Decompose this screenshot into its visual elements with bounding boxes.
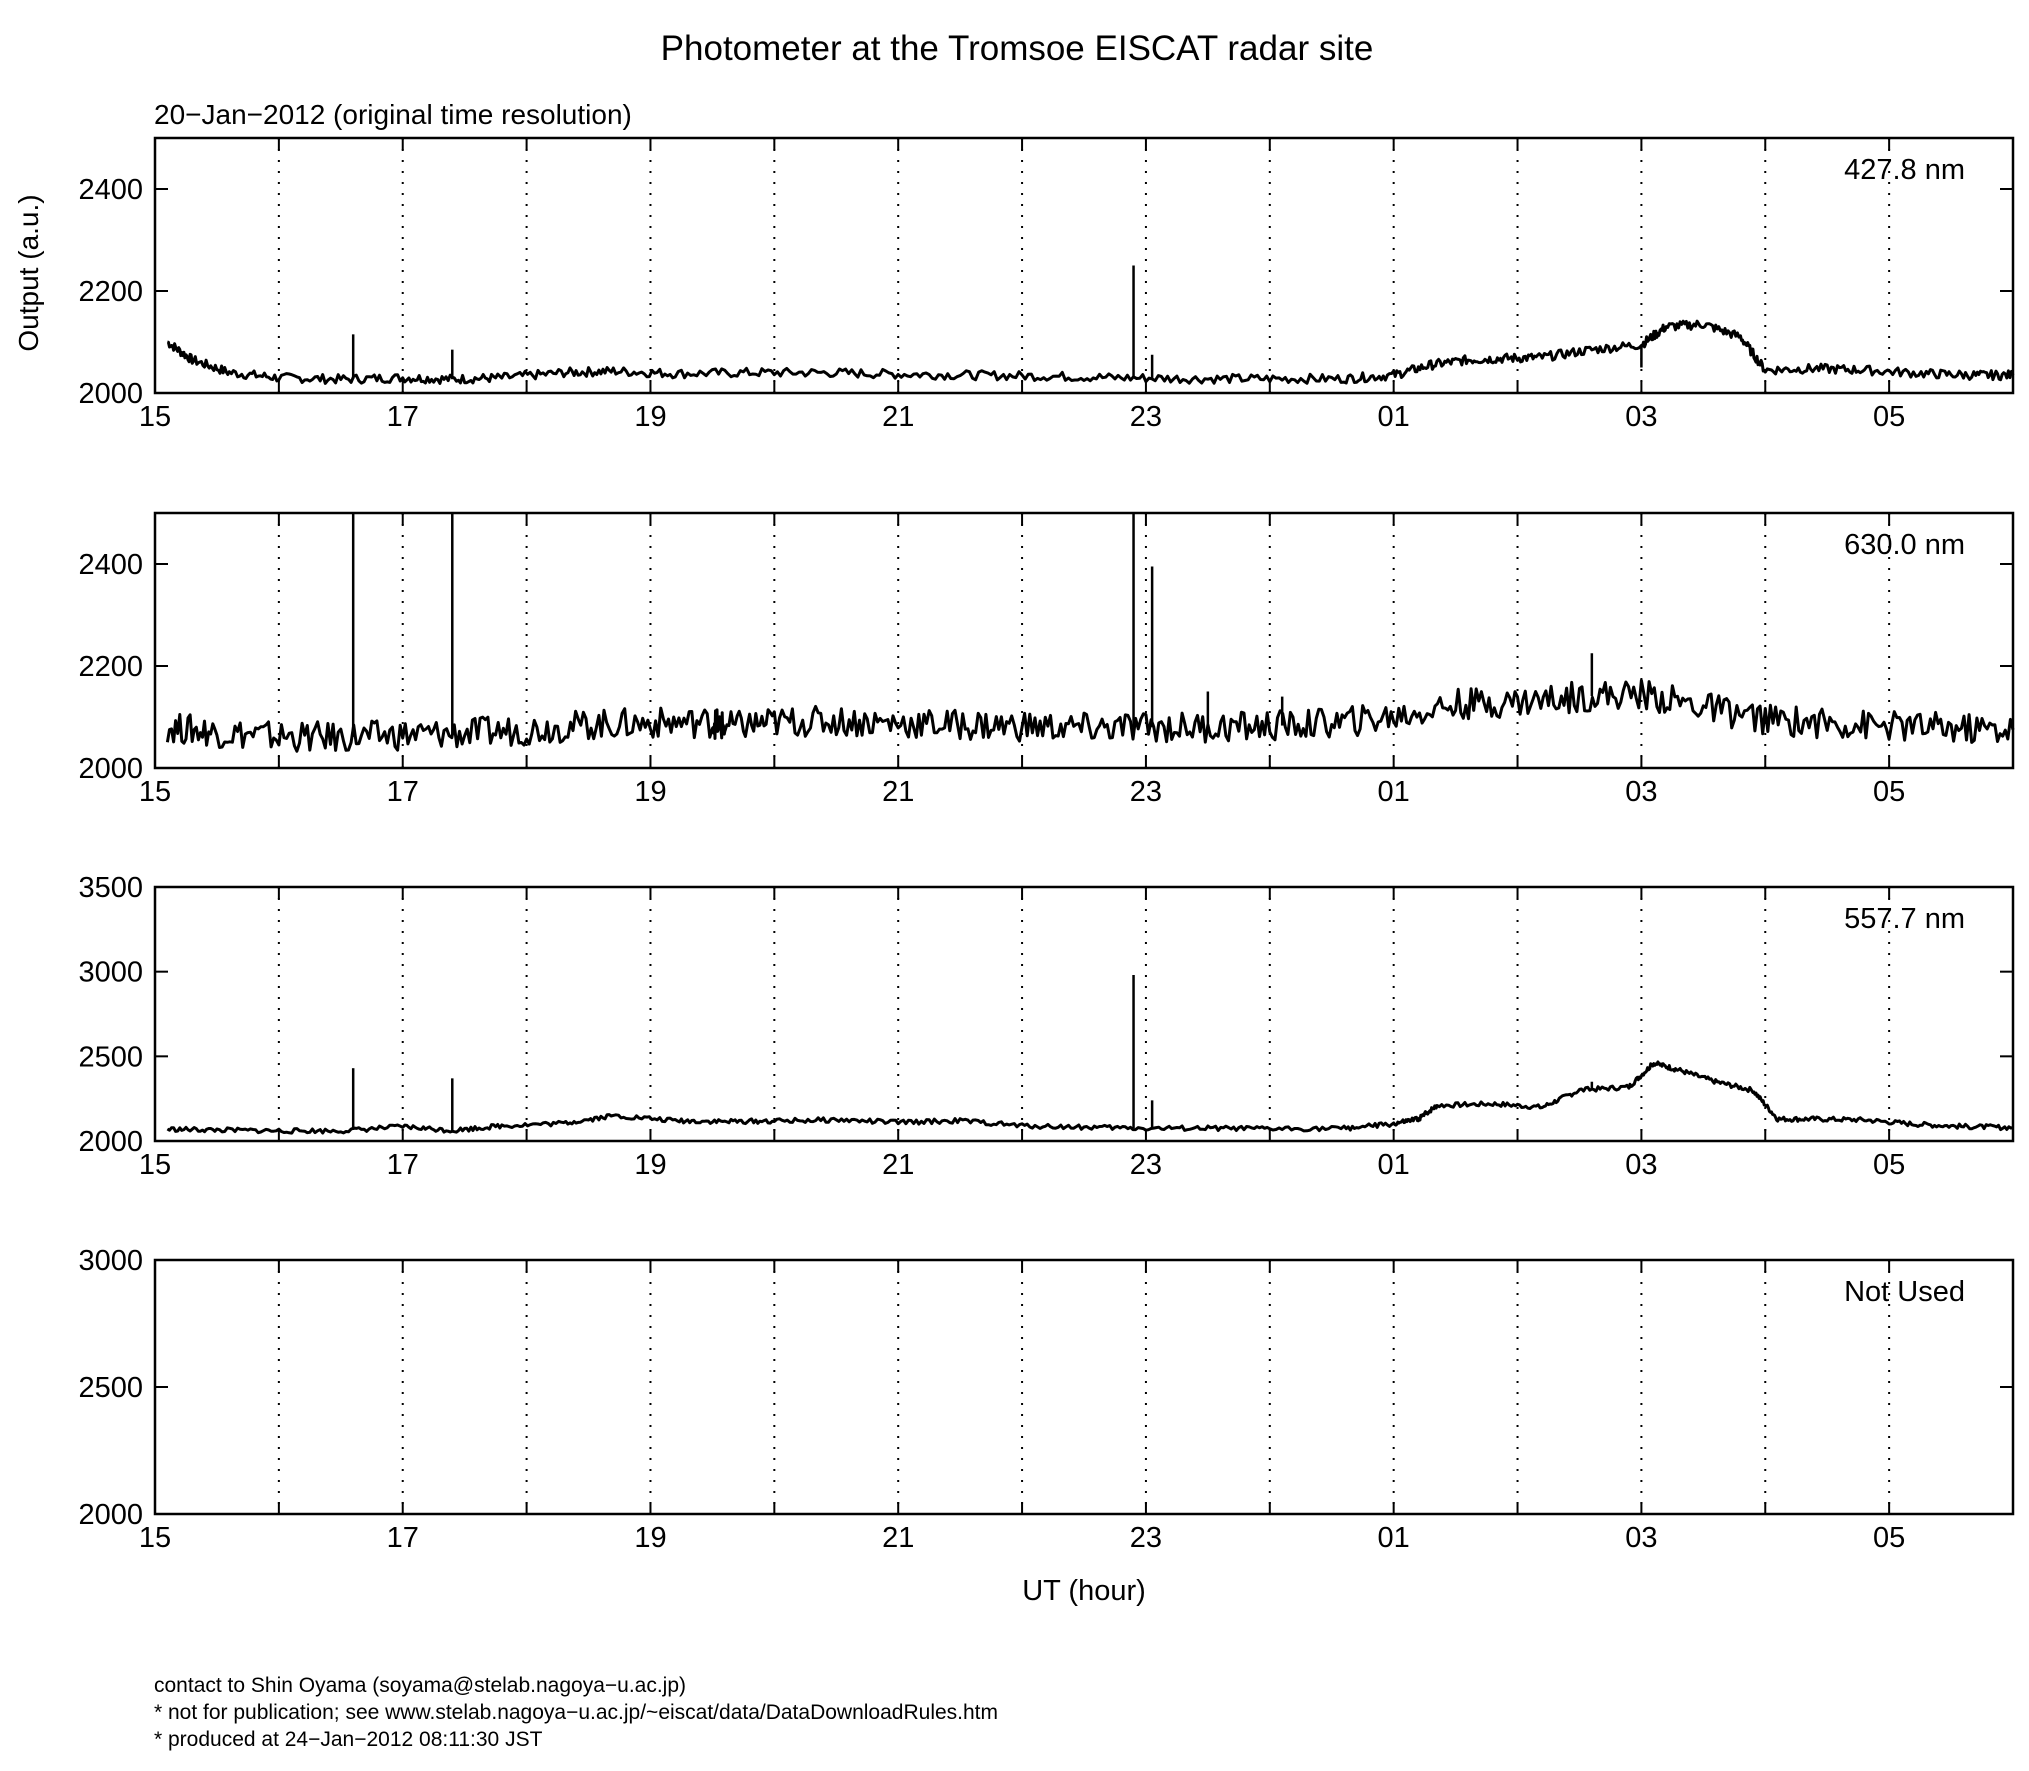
x-tick-label: 21 bbox=[882, 1149, 914, 1181]
y-tick-label: 3000 bbox=[78, 1245, 143, 1277]
x-tick-label: 19 bbox=[634, 1522, 666, 1554]
y-tick-label: 2400 bbox=[78, 549, 143, 581]
x-tick-label: 21 bbox=[882, 401, 914, 433]
x-tick-label: 05 bbox=[1873, 1522, 1905, 1554]
x-tick-label: 05 bbox=[1873, 776, 1905, 808]
figure-title: Photometer at the Tromsoe EISCAT radar s… bbox=[661, 29, 1374, 68]
y-tick-label: 2000 bbox=[78, 1499, 143, 1531]
panel-2: 15 17 19 21 23 01 03 05 2000 2200 2400 630.0 nm bbox=[78, 511, 2015, 808]
y-axis-label: Output (a.u.) bbox=[13, 194, 44, 351]
x-tick-label: 23 bbox=[1130, 1149, 1162, 1181]
panel-label: 630.0 nm bbox=[1844, 529, 1965, 561]
x-tick-label: 19 bbox=[634, 1149, 666, 1181]
series-line bbox=[166, 1060, 2014, 1135]
x-tick-label: 17 bbox=[387, 1149, 419, 1181]
footer-produced-at: * produced at 24−Jan−2012 08:11:30 JST bbox=[154, 1728, 543, 1751]
x-tick-label: 03 bbox=[1625, 776, 1657, 808]
x-tick-label: 03 bbox=[1625, 401, 1657, 433]
y-tick-label: 2500 bbox=[78, 1041, 143, 1073]
y-tick-label: 2500 bbox=[78, 1372, 143, 1404]
footer-publication-note: * not for publication; see www.stelab.na… bbox=[154, 1701, 998, 1724]
x-tick-label: 15 bbox=[139, 401, 171, 433]
y-tick-label: 2000 bbox=[78, 753, 143, 785]
plot-frame bbox=[153, 511, 2015, 770]
x-tick-label: 05 bbox=[1873, 1149, 1905, 1181]
x-tick-label: 19 bbox=[634, 776, 666, 808]
panel-3: 15 17 19 21 23 01 03 05 2000 2500 3000 3500 557.7 nm bbox=[78, 872, 2015, 1181]
panel-4: 15 17 19 21 23 01 03 05 2000 2500 3000 Not Used bbox=[78, 1245, 2015, 1554]
panel-1: 15 17 19 21 23 01 03 05 2000 2200 2400 427.8 nm bbox=[78, 136, 2015, 433]
x-tick-label: 17 bbox=[387, 401, 419, 433]
x-tick-label: 17 bbox=[387, 1522, 419, 1554]
panels-group: 15 17 19 21 23 01 03 05 2000 2200 2400 427.8 nm 15 17… bbox=[78, 136, 2015, 1554]
figure-subtitle: 20−Jan−2012 (original time resolution) bbox=[154, 99, 632, 130]
panel-label: 427.8 nm bbox=[1844, 154, 1965, 186]
y-tick-label: 2200 bbox=[78, 276, 143, 308]
x-tick-label: 23 bbox=[1130, 1522, 1162, 1554]
x-tick-label: 01 bbox=[1378, 401, 1410, 433]
x-tick-label: 05 bbox=[1873, 401, 1905, 433]
x-tick-label: 23 bbox=[1130, 776, 1162, 808]
y-tick-label: 2200 bbox=[78, 651, 143, 683]
x-tick-label: 17 bbox=[387, 776, 419, 808]
x-tick-label: 15 bbox=[139, 776, 171, 808]
panel-label: Not Used bbox=[1844, 1276, 1965, 1308]
x-tick-label: 15 bbox=[139, 1149, 171, 1181]
x-tick-label: 03 bbox=[1625, 1149, 1657, 1181]
footer-contact: contact to Shin Oyama (soyama@stelab.nag… bbox=[154, 1674, 687, 1697]
x-tick-label: 01 bbox=[1378, 1522, 1410, 1554]
series-line bbox=[165, 678, 2015, 753]
panel-label: 557.7 nm bbox=[1844, 903, 1965, 935]
x-axis-label: UT (hour) bbox=[1022, 1575, 1146, 1607]
y-tick-label: 2000 bbox=[78, 378, 143, 410]
series-line bbox=[166, 319, 2015, 385]
x-tick-label: 21 bbox=[882, 1522, 914, 1554]
x-tick-label: 19 bbox=[634, 401, 666, 433]
plot-frame bbox=[153, 136, 2015, 395]
x-tick-label: 21 bbox=[882, 776, 914, 808]
y-tick-label: 2000 bbox=[78, 1126, 143, 1158]
y-tick-label: 3000 bbox=[78, 957, 143, 989]
x-tick-label: 03 bbox=[1625, 1522, 1657, 1554]
y-tick-label: 2400 bbox=[78, 174, 143, 206]
plot-frame bbox=[153, 1258, 2015, 1516]
footer-notes: contact to Shin Oyama (soyama@stelab.nag… bbox=[154, 1672, 998, 1753]
x-tick-label: 23 bbox=[1130, 401, 1162, 433]
plot-frame bbox=[153, 885, 2015, 1143]
y-tick-label: 3500 bbox=[78, 872, 143, 904]
x-tick-label: 15 bbox=[139, 1522, 171, 1554]
x-tick-label: 01 bbox=[1378, 1149, 1410, 1181]
x-tick-label: 01 bbox=[1378, 776, 1410, 808]
